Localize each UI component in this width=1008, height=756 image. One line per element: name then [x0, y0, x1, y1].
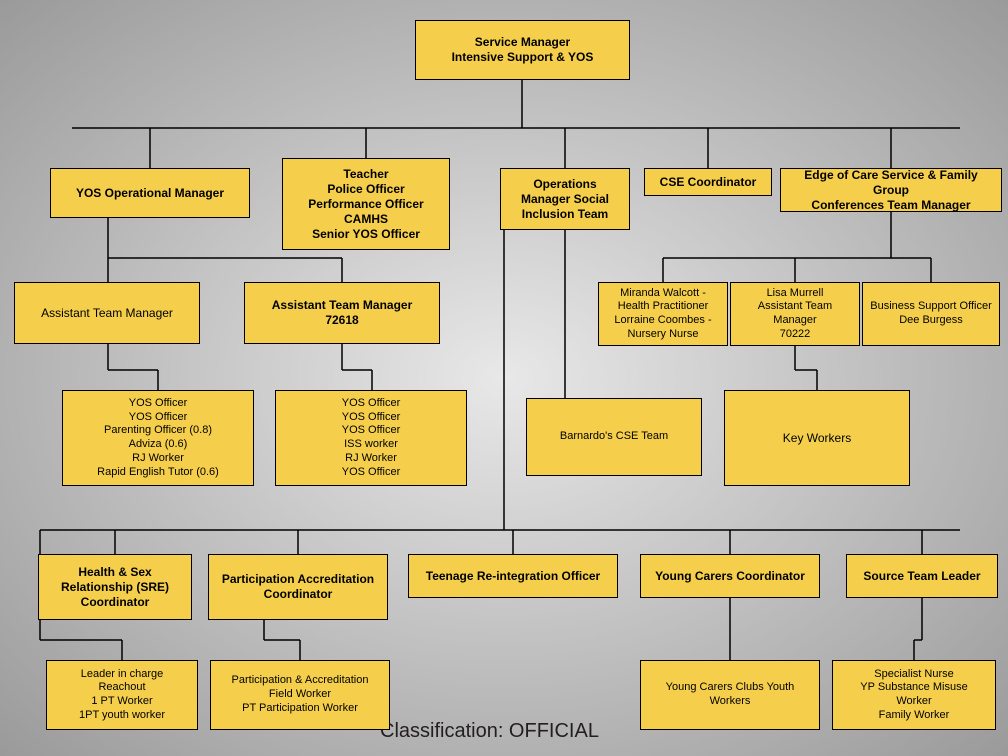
org-node-d1-line: Coordinator: [81, 595, 150, 610]
org-node-b2-line: YOS Officer: [342, 424, 400, 438]
org-node-e1-line: 1PT youth worker: [79, 709, 165, 723]
org-node-e1-line: Reachout: [98, 681, 145, 695]
org-node-d2-line: Participation Accreditation: [222, 572, 374, 587]
org-node-d3-line: Teenage Re-integration Officer: [426, 569, 600, 584]
org-node-d1: Health & SexRelationship (SRE)Coordinato…: [38, 554, 192, 620]
org-node-a3-line: Health Practitioner: [618, 300, 709, 314]
org-node-c2-line: CAMHS: [344, 212, 388, 227]
org-node-a2-line: 72618: [325, 313, 358, 328]
org-node-c2-line: Teacher: [343, 167, 388, 182]
org-node-a1: Assistant Team Manager: [14, 282, 200, 344]
org-node-e4-line: Specialist Nurse: [874, 668, 953, 682]
org-node-a4-line: Lisa Murrell: [767, 287, 824, 301]
org-node-c3-line: Operations: [533, 177, 596, 192]
org-node-b2-line: YOS Officer: [342, 397, 400, 411]
classification-label: Classification: OFFICIAL: [380, 720, 599, 743]
org-node-a5: Business Support OfficerDee Burgess: [862, 282, 1000, 346]
org-node-b3: Barnardo's CSE Team: [526, 398, 702, 476]
org-node-a4: Lisa MurrellAssistant Team Manager70222: [730, 282, 860, 346]
org-node-a4-line: 70222: [780, 328, 811, 342]
org-node-b1-line: Adviza (0.6): [129, 438, 188, 452]
org-node-d2: Participation AccreditationCoordinator: [208, 554, 388, 620]
org-node-root-line: Intensive Support & YOS: [452, 50, 594, 65]
org-node-a3-line: Nursery Nurse: [628, 328, 699, 342]
org-node-b1-line: YOS Officer: [129, 397, 187, 411]
org-node-a5-line: Business Support Officer: [870, 300, 991, 314]
org-node-a3-line: Lorraine Coombes -: [614, 314, 711, 328]
org-node-e3-line: Young Carers Clubs Youth: [666, 681, 795, 695]
org-node-e4-line: Worker: [896, 695, 931, 709]
org-node-a5-line: Dee Burgess: [899, 314, 963, 328]
org-node-c5-line: Conferences Team Manager: [811, 198, 970, 213]
org-node-a1-line: Assistant Team Manager: [41, 306, 173, 321]
org-node-e4-line: Family Worker: [879, 709, 950, 723]
org-node-e2-line: Participation & Accreditation: [232, 674, 369, 688]
org-node-b1-line: YOS Officer: [129, 411, 187, 425]
org-node-e2-line: Field Worker: [269, 688, 331, 702]
org-node-c4-line: CSE Coordinator: [660, 175, 757, 190]
org-node-e2: Participation & AccreditationField Worke…: [210, 660, 390, 730]
org-node-e1: Leader in chargeReachout1 PT Worker1PT y…: [46, 660, 198, 730]
org-node-e4-line: YP Substance Misuse: [860, 681, 967, 695]
org-node-d5: Source Team Leader: [846, 554, 998, 598]
org-node-e2-line: PT Participation Worker: [242, 702, 358, 716]
org-node-c2-line: Police Officer: [327, 182, 404, 197]
org-node-c5-line: Edge of Care Service & Family Group: [787, 168, 995, 198]
org-node-d1-line: Health & Sex: [78, 565, 151, 580]
org-node-a3: Miranda Walcott -Health PractitionerLorr…: [598, 282, 728, 346]
org-node-b1-line: Parenting Officer (0.8): [104, 424, 212, 438]
org-node-a4-line: Assistant Team Manager: [737, 300, 853, 328]
org-node-d2-line: Coordinator: [264, 587, 333, 602]
org-node-b2-line: RJ Worker: [345, 452, 397, 466]
org-node-c3-line: Manager Social: [521, 192, 609, 207]
org-node-d4-line: Young Carers Coordinator: [655, 569, 805, 584]
org-node-d1-line: Relationship (SRE): [61, 580, 169, 595]
org-node-d3: Teenage Re-integration Officer: [408, 554, 618, 598]
org-node-c3: OperationsManager SocialInclusion Team: [500, 168, 630, 230]
org-node-c1-line: YOS Operational Manager: [76, 186, 224, 201]
org-node-b2-line: YOS Officer: [342, 466, 400, 480]
org-node-b1-line: RJ Worker: [132, 452, 184, 466]
org-node-b4: Key Workers: [724, 390, 910, 486]
org-node-c1: YOS Operational Manager: [50, 168, 250, 218]
org-node-b2-line: ISS worker: [344, 438, 398, 452]
org-node-b1: YOS OfficerYOS OfficerParenting Officer …: [62, 390, 254, 486]
org-node-e1-line: 1 PT Worker: [91, 695, 152, 709]
org-node-b2-line: YOS Officer: [342, 411, 400, 425]
org-node-b1-line: Rapid English Tutor (0.6): [97, 466, 219, 480]
org-node-d4: Young Carers Coordinator: [640, 554, 820, 598]
org-node-a3-line: Miranda Walcott -: [620, 287, 706, 301]
org-node-c4: CSE Coordinator: [644, 168, 772, 196]
org-node-root: Service ManagerIntensive Support & YOS: [415, 20, 630, 80]
org-node-e4: Specialist NurseYP Substance MisuseWorke…: [832, 660, 996, 730]
org-node-d5-line: Source Team Leader: [863, 569, 980, 584]
org-node-e1-line: Leader in charge: [81, 668, 164, 682]
org-node-e3-line: Workers: [710, 695, 751, 709]
org-node-c2: TeacherPolice OfficerPerformance Officer…: [282, 158, 450, 250]
org-node-a2: Assistant Team Manager72618: [244, 282, 440, 344]
org-node-root-line: Service Manager: [475, 35, 570, 50]
org-node-c5: Edge of Care Service & Family GroupConfe…: [780, 168, 1002, 212]
org-node-a2-line: Assistant Team Manager: [272, 298, 413, 313]
org-node-c3-line: Inclusion Team: [522, 207, 608, 222]
org-node-c2-line: Senior YOS Officer: [312, 227, 420, 242]
connector-layer: [0, 0, 1008, 756]
org-node-b4-line: Key Workers: [783, 431, 851, 446]
org-node-e3: Young Carers Clubs YouthWorkers: [640, 660, 820, 730]
org-node-b2: YOS OfficerYOS OfficerYOS OfficerISS wor…: [275, 390, 467, 486]
org-node-b3-line: Barnardo's CSE Team: [560, 430, 668, 444]
org-node-c2-line: Performance Officer: [308, 197, 423, 212]
